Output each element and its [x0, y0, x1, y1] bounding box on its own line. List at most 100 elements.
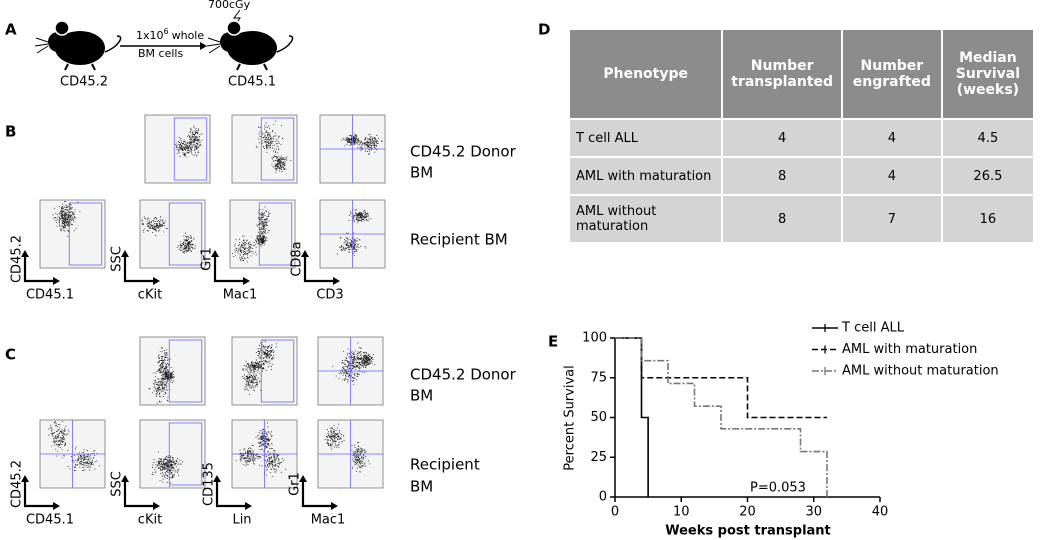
table-cell: T cell ALL	[567, 118, 724, 158]
donor-strain: CD45.2	[60, 75, 108, 90]
dose-text: 1x106 whole	[136, 27, 204, 43]
arrowhead	[153, 502, 160, 510]
gate	[173, 117, 208, 181]
row-label: BM	[410, 478, 433, 496]
x-tick-label: 0	[611, 505, 619, 520]
flow-events	[241, 339, 277, 395]
legend-label: T cell ALL	[841, 321, 905, 336]
flow-plot	[139, 199, 206, 269]
table-cell: AML with maturation	[567, 156, 724, 196]
axis-arrow	[213, 255, 245, 283]
flow-events	[332, 342, 376, 385]
table-cell: AML without maturation	[567, 194, 724, 244]
data-table: Phenotype Number transplanted Number engra…	[567, 28, 1036, 244]
mouse-icon	[206, 20, 294, 71]
flow-events	[255, 120, 292, 173]
gate	[260, 339, 295, 403]
arrowhead	[299, 475, 307, 482]
flow-plot	[144, 114, 211, 184]
flow-events	[175, 126, 203, 158]
flow-y-label: Gr1	[200, 247, 215, 271]
x-tick-label: 20	[739, 505, 756, 520]
axis-arrow	[23, 480, 55, 508]
arrowhead	[331, 502, 338, 510]
panel-label: B	[5, 123, 16, 141]
arrowhead	[333, 277, 340, 285]
flow-events	[151, 451, 184, 488]
row-label: CD45.2 Donor	[410, 143, 517, 161]
column-header: Phenotype	[567, 28, 724, 120]
axis-arrow	[215, 480, 247, 508]
recipient-strain: CD45.1	[228, 75, 276, 90]
axis-arrow	[123, 480, 155, 508]
table-cell: 4	[840, 118, 943, 158]
legend-label: AML without maturation	[842, 364, 999, 379]
arrowhead	[53, 502, 60, 510]
flow-x-label: CD45.1	[26, 513, 74, 528]
panel-label: D	[538, 21, 550, 39]
row-label: Recipient	[410, 456, 480, 474]
table-cell: 7	[840, 194, 943, 244]
x-tick-label: 40	[872, 505, 889, 520]
arrowhead	[243, 277, 250, 285]
flow-x-label: cKit	[138, 513, 162, 528]
table-cell: 4	[721, 118, 843, 158]
y-axis-label: Percent Survival	[563, 365, 578, 470]
flow-y-label: CD135	[202, 462, 217, 506]
survival-curve	[615, 337, 649, 497]
arrowhead	[153, 277, 160, 285]
flow-y-label: CD45.2	[10, 235, 25, 283]
column-header: Number transplanted	[721, 28, 843, 120]
table-cell: 26.5	[940, 156, 1036, 196]
row-label: Recipient BM	[410, 231, 508, 249]
row-label: CD45.2 Donor	[410, 366, 517, 384]
y-tick-label: 25	[590, 450, 607, 465]
panel-label: E	[548, 333, 558, 351]
flow-y-label: CD45.2	[10, 460, 25, 508]
axis-arrow	[301, 480, 333, 508]
arrowhead	[200, 42, 207, 50]
flow-plot	[231, 114, 298, 184]
panel-label: A	[5, 21, 17, 39]
gate	[68, 202, 103, 266]
flow-y-label: CD8a	[290, 241, 305, 276]
flow-x-label: CD3	[316, 288, 343, 303]
y-tick-label: 0	[599, 490, 607, 505]
flow-events	[52, 200, 81, 237]
flow-x-label: Mac1	[223, 288, 258, 303]
gate	[168, 339, 203, 403]
panel-label: C	[5, 346, 16, 364]
flow-plot	[231, 336, 298, 406]
arrowhead	[245, 502, 252, 510]
table-row: AML without maturation 8 7 16	[567, 194, 1036, 244]
flow-events	[336, 209, 372, 257]
flow-events	[341, 133, 383, 156]
table-cell: 8	[721, 156, 843, 196]
mouse-icon	[34, 20, 122, 71]
table-cell: 8	[721, 194, 843, 244]
arrowhead	[213, 475, 221, 482]
x-tick-label: 10	[673, 505, 690, 520]
dose-text: BM cells	[138, 47, 183, 60]
gate	[258, 202, 293, 266]
arrowhead	[301, 250, 309, 257]
flow-y-label: SSC	[110, 471, 125, 497]
flow-x-label: CD45.1	[26, 288, 74, 303]
axis-arrow	[123, 255, 155, 283]
column-header: Median Survival (weeks)	[940, 28, 1036, 120]
table-cell: 4.5	[940, 118, 1036, 158]
flow-events	[235, 422, 287, 477]
gate	[260, 117, 295, 181]
arrowhead	[21, 250, 29, 257]
arrowhead	[53, 277, 60, 285]
y-tick-label: 50	[590, 410, 607, 425]
gate	[168, 422, 203, 486]
table-cell: 4	[840, 156, 943, 196]
flow-y-label: Gr1	[288, 472, 303, 496]
row-label: BM	[410, 387, 433, 405]
row-label: BM	[410, 164, 433, 182]
arrowhead	[21, 475, 29, 482]
y-tick-label: 100	[582, 331, 607, 346]
arrowhead	[211, 250, 219, 257]
